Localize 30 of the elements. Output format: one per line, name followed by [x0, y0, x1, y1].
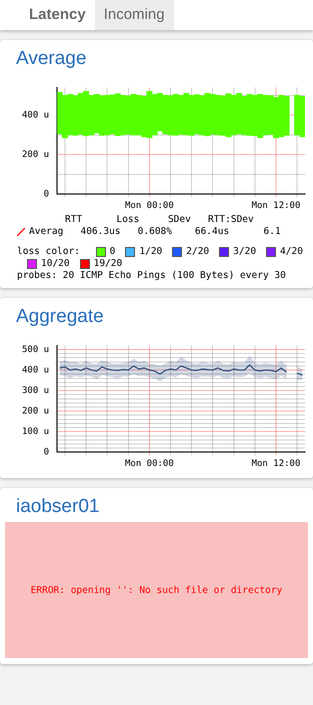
y-tick-label: 200 u: [22, 406, 50, 416]
text: 19/20: [94, 258, 122, 270]
text: iaobser01: [16, 496, 100, 518]
x-tick-label: Mon 12:00: [252, 458, 300, 469]
text: Averag 406.3us 0.608% 66.4us 6.1: [29, 226, 281, 238]
text: 10/20: [41, 258, 70, 270]
y-tick-label: 0: [44, 448, 50, 458]
x-tick-label: Mon 00:00: [125, 458, 174, 469]
text: 2/20: [186, 246, 210, 258]
chart-title: Average: [16, 48, 88, 70]
text: 3/20: [233, 246, 256, 258]
text: Latency: [28, 5, 87, 25]
y-tick-label: 400 u: [22, 365, 50, 376]
text: 1/20: [139, 246, 162, 258]
text: probes: 20 ICMP Echo Pings (100 Bytes) every 30: [17, 270, 286, 282]
text: loss color:: [17, 246, 81, 258]
y-tick-label: 0: [44, 190, 50, 200]
text: RTT Loss SDev RTT:SDev: [65, 214, 254, 226]
y-tick-label: 200 u: [22, 150, 50, 160]
x-tick-label: Mon 12:00: [252, 200, 300, 211]
chart-title: Aggregate: [16, 306, 105, 328]
text: 0: [110, 246, 116, 258]
y-tick-label: 500 u: [22, 344, 50, 355]
y-tick-label: 300 u: [22, 386, 50, 396]
y-tick-label: 100 u: [22, 427, 50, 438]
text: 4/20: [280, 246, 303, 258]
text: ERROR: opening '': No such file or directory: [5, 522, 308, 658]
text: Incoming: [94, 0, 174, 30]
x-tick-label: Mon 00:00: [125, 200, 174, 211]
y-tick-label: 400 u: [22, 110, 50, 120]
